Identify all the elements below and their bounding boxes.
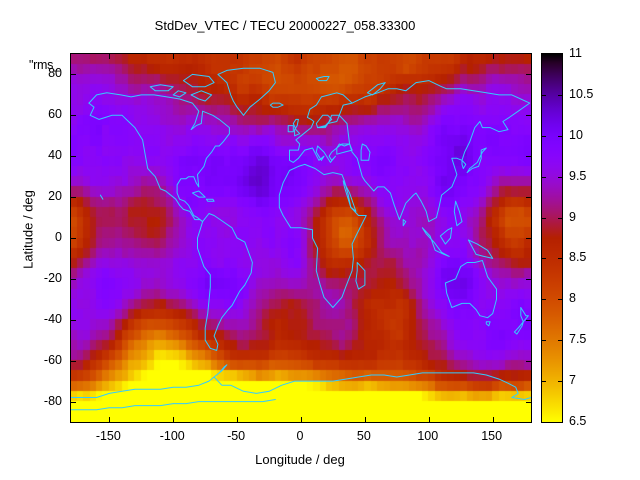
y-tick-mark	[526, 238, 531, 239]
y-tick-mark	[71, 74, 76, 76]
x-tick-label: 50	[356, 429, 371, 443]
x-tick-mark	[364, 54, 366, 59]
y-tick-label: 80	[48, 66, 62, 81]
x-tick-mark	[237, 54, 239, 59]
colorbar-tick-mark	[542, 94, 546, 96]
x-tick-label: 100	[417, 429, 439, 443]
y-axis-title: Latitude / deg	[20, 190, 36, 269]
colorbar-tick-label: 11	[569, 46, 582, 60]
colorbar-tick-mark	[542, 135, 546, 137]
y-tick-label: 20	[48, 189, 62, 204]
x-tick-mark	[492, 54, 494, 59]
y-tick-mark	[526, 74, 531, 76]
colorbar-tick-mark	[542, 217, 546, 219]
y-tick-label: -20	[43, 270, 62, 285]
colorbar-tick-mark	[542, 381, 546, 383]
colorbar-gradient	[542, 54, 562, 422]
y-tick-label: 40	[48, 148, 62, 163]
colorbar-tick-label: 9.5	[569, 168, 587, 183]
y-tick-label: -80	[43, 393, 62, 408]
y-tick-mark	[71, 115, 76, 117]
y-tick-mark	[71, 238, 76, 239]
colorbar-tick-label: 9	[569, 209, 576, 224]
y-tick-label: -60	[43, 352, 62, 367]
vtec-heatmap	[71, 54, 531, 422]
x-tick-label: 0	[296, 429, 304, 443]
x-tick-mark	[173, 417, 175, 422]
x-tick-mark	[301, 417, 302, 422]
page-title: StdDev_VTEC / TECU 20000227_058.33300	[154, 18, 416, 33]
y-tick-label: -40	[43, 311, 62, 326]
colorbar-tick-mark	[542, 299, 546, 301]
colorbar-tick-mark	[558, 258, 562, 260]
colorbar-tick-mark	[558, 217, 562, 219]
y-tick-mark	[71, 360, 76, 362]
heatmap-plot-area[interactable]	[70, 53, 532, 423]
x-tick-mark	[492, 417, 494, 422]
y-tick-mark	[526, 360, 531, 362]
colorbar-tick-mark	[558, 340, 562, 342]
y-tick-mark	[71, 401, 76, 403]
x-tick-mark	[237, 417, 239, 422]
y-tick-mark	[526, 156, 531, 158]
colorbar-tick-mark	[558, 135, 562, 137]
x-tick-label: -100	[159, 429, 185, 443]
x-tick-mark	[364, 417, 366, 422]
colorbar-tick-label: 7.5	[569, 332, 587, 347]
x-tick-mark	[301, 54, 302, 59]
colorbar-tick-label: 8.5	[569, 250, 587, 265]
y-tick-mark	[526, 319, 531, 321]
y-tick-mark	[526, 401, 531, 403]
colorbar-tick-mark	[558, 176, 562, 178]
x-tick-mark	[428, 417, 430, 422]
colorbar[interactable]	[541, 53, 563, 423]
key-label-fragment: "rms_	[29, 58, 60, 72]
colorbar-tick-label: 10.5	[569, 86, 594, 101]
colorbar-tick-mark	[542, 340, 546, 342]
colorbar-tick-mark	[542, 258, 546, 260]
x-tick-mark	[109, 54, 111, 59]
y-tick-label: 60	[48, 107, 62, 122]
y-tick-mark	[526, 197, 531, 199]
x-tick-mark	[109, 417, 111, 422]
x-tick-label: -50	[227, 429, 246, 443]
x-tick-mark	[173, 54, 175, 59]
colorbar-tick-label: 8	[569, 291, 576, 306]
x-tick-mark	[428, 54, 430, 59]
y-tick-mark	[71, 156, 76, 158]
y-tick-label: 0	[55, 230, 62, 244]
x-tick-label: -150	[95, 429, 121, 443]
colorbar-tick-mark	[558, 381, 562, 383]
colorbar-tick-mark	[542, 176, 546, 178]
colorbar-tick-mark	[558, 94, 562, 96]
y-tick-mark	[526, 115, 531, 117]
y-tick-mark	[71, 319, 76, 321]
y-tick-mark	[526, 278, 531, 280]
y-tick-mark	[71, 278, 76, 280]
x-tick-label: 150	[481, 429, 503, 443]
x-axis-title: Longitude / deg	[255, 452, 345, 467]
colorbar-tick-label: 7	[569, 373, 576, 388]
colorbar-tick-label: 10	[569, 127, 583, 142]
y-tick-mark	[71, 197, 76, 199]
colorbar-tick-mark	[558, 299, 562, 301]
colorbar-tick-label: 6.5	[569, 414, 587, 428]
